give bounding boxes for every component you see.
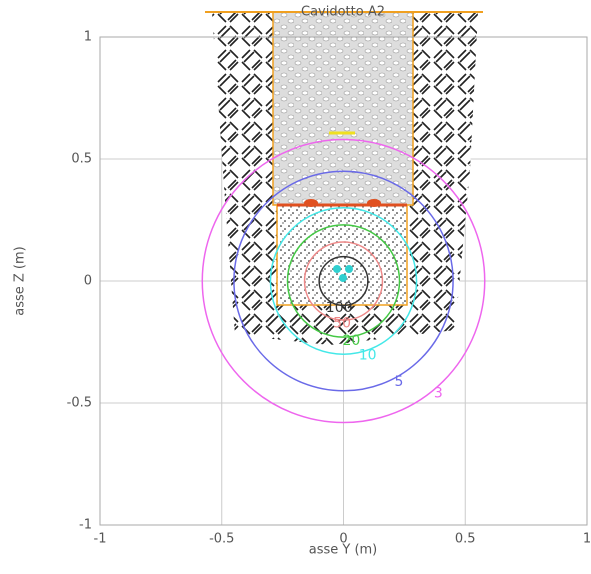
cable (333, 265, 341, 273)
sand-bed (276, 204, 408, 306)
y-tick-label: -1 (79, 518, 92, 533)
contour-line (303, 241, 384, 321)
y-tick-label: -0.5 (67, 396, 92, 411)
contour-line (318, 255, 369, 307)
backfill (272, 11, 414, 206)
contour-line (286, 224, 401, 338)
x-tick-label: 0.5 (455, 532, 476, 547)
cables (333, 265, 353, 282)
trench (205, 11, 483, 345)
y-tick-label: 1 (84, 30, 92, 45)
x-tick-label: 0 (339, 532, 347, 547)
contour-line (269, 207, 418, 355)
contour-label: 20 (342, 333, 360, 349)
contour-line (233, 170, 454, 392)
marker (304, 199, 318, 207)
plot-frame (99, 36, 588, 526)
marker (367, 199, 381, 207)
contour-line (201, 138, 486, 424)
contour-label: 10 (359, 347, 377, 363)
chart-title: Cavidotto A2 (301, 5, 385, 20)
cable (345, 265, 353, 273)
y-tick-label: 0.5 (71, 152, 92, 167)
y-tick-label: 0 (84, 274, 92, 289)
contour-label: 100 (326, 300, 353, 316)
x-axis-label: asse Y (m) (309, 543, 378, 558)
contour-label: 5 (394, 374, 403, 390)
y-axis-label: asse Z (m) (13, 246, 28, 316)
cable (339, 274, 347, 282)
x-tick-label: -0.5 (209, 532, 234, 547)
x-tick-label: -1 (94, 532, 107, 547)
contour-label: 50 (333, 316, 351, 332)
x-tick-label: 1 (583, 532, 591, 547)
contour-label: 3 (434, 385, 443, 401)
